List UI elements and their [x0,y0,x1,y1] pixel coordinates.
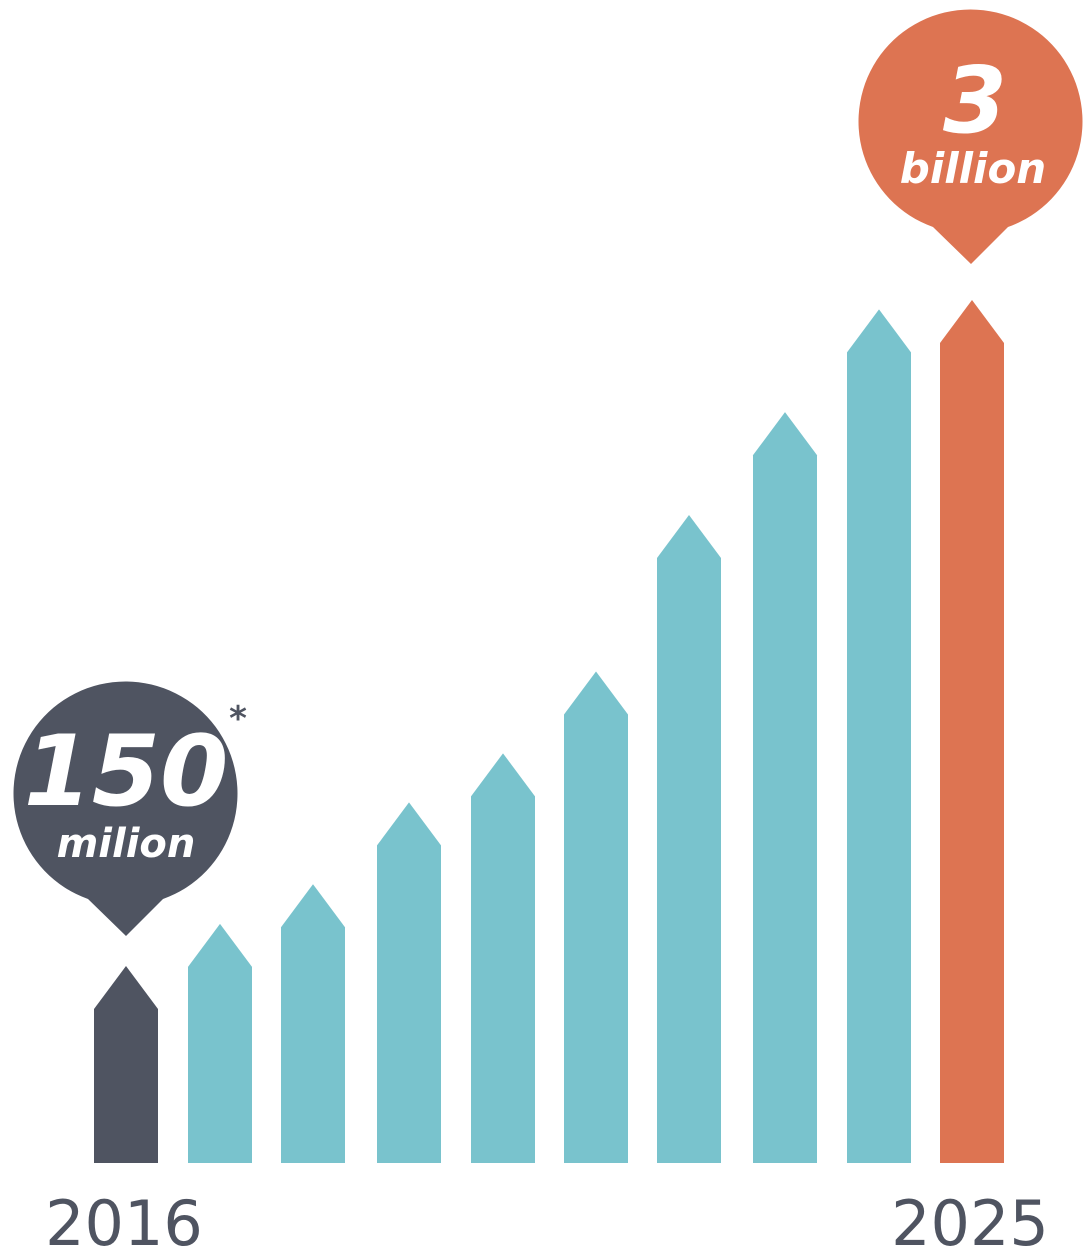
bar-7 [657,514,721,1163]
bar-9 [847,309,911,1163]
x-tick-label-2016: 2016 [45,1187,203,1255]
bar-2 [188,923,252,1163]
start-annotation: 150 * milion [13,681,247,936]
end-unit-text: billion [900,144,1046,193]
start-value-marker: * [229,699,247,739]
start-value-bubble [13,681,238,936]
bars-group [94,300,1004,1163]
start-unit-text: milion [57,821,196,867]
x-tick-label-2025: 2025 [891,1187,1049,1255]
bar-4 [377,802,441,1163]
end-annotation: 3 billion [858,9,1083,264]
bar-6 [564,671,628,1163]
bar-3 [281,884,345,1163]
end-value-text: 3 [943,47,1007,154]
end-value-bubble [858,9,1083,264]
x-axis-labels: 2016 2025 [45,1187,1049,1255]
bar-5 [471,753,535,1163]
start-value-text: 150 [24,715,229,829]
bar-1 [94,966,158,1163]
bar-8 [753,412,817,1163]
bar-10 [940,300,1004,1163]
